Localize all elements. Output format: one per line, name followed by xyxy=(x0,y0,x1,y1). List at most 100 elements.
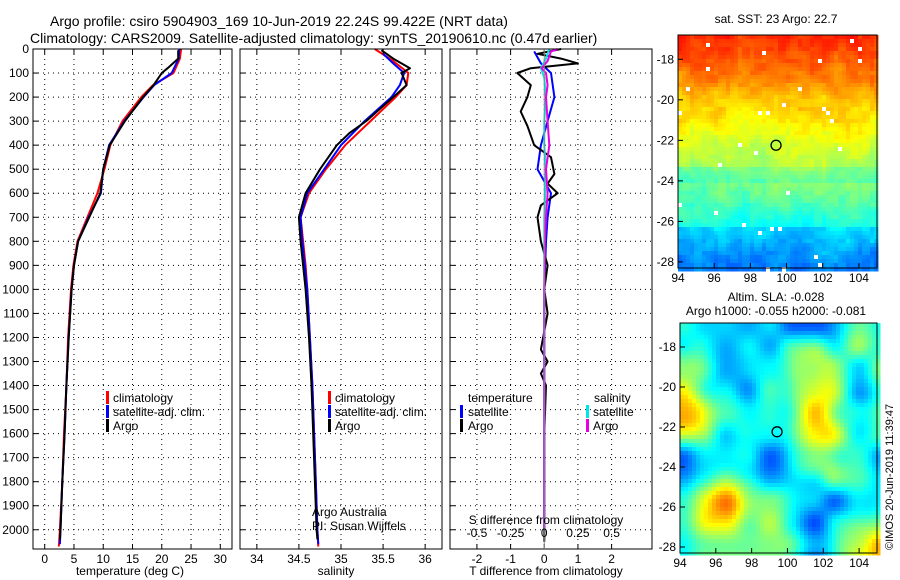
map-cell xyxy=(826,95,831,100)
map-cell xyxy=(804,459,809,464)
map-cell xyxy=(790,187,795,192)
map-cell xyxy=(774,83,779,88)
map-cell xyxy=(866,115,871,120)
map-cell xyxy=(724,331,729,336)
map-cell xyxy=(758,211,763,216)
map-cell xyxy=(780,383,785,388)
map-cell xyxy=(850,239,855,244)
map-cell xyxy=(790,155,795,160)
map-cell xyxy=(800,407,805,412)
map-cell xyxy=(808,459,813,464)
map-cell xyxy=(806,187,811,192)
map-cell xyxy=(770,87,775,92)
map-cell xyxy=(782,191,787,196)
map-cell xyxy=(802,103,807,108)
map-cell xyxy=(740,371,745,376)
map-cell xyxy=(794,215,799,220)
map-cell xyxy=(864,375,869,380)
map-cell xyxy=(842,51,847,56)
map-cell xyxy=(850,103,855,108)
map-cell xyxy=(704,463,709,468)
map-cell xyxy=(836,351,841,356)
map-cell xyxy=(740,355,745,360)
map-cell xyxy=(688,371,693,376)
map-cell xyxy=(706,259,711,264)
map-cell xyxy=(866,139,871,144)
map-cell xyxy=(718,227,723,232)
map-cell xyxy=(870,171,875,176)
map-cell xyxy=(734,135,739,140)
map-cell xyxy=(812,435,817,440)
map-cell xyxy=(768,459,773,464)
map-cell xyxy=(698,115,703,120)
map-cell xyxy=(678,131,683,136)
map-cell xyxy=(760,371,765,376)
map-cell xyxy=(762,119,767,124)
map-cell xyxy=(686,87,691,92)
map-cell xyxy=(846,103,851,108)
map-cell xyxy=(838,251,843,256)
map-cell xyxy=(844,355,849,360)
map-cell xyxy=(730,263,735,268)
map-cell xyxy=(706,207,711,212)
map-cell xyxy=(838,171,843,176)
map-cell xyxy=(786,267,791,272)
map-cell xyxy=(708,355,713,360)
map-cell xyxy=(838,119,843,124)
map-cell xyxy=(756,443,761,448)
map-cell xyxy=(866,111,871,116)
map-cell xyxy=(706,199,711,204)
map-cell xyxy=(694,107,699,112)
map-cell xyxy=(750,75,755,80)
map-cell xyxy=(794,167,799,172)
map-cell xyxy=(726,55,731,60)
map-cell xyxy=(730,87,735,92)
map-cell xyxy=(776,407,781,412)
map-cell xyxy=(850,123,855,128)
map-cell xyxy=(724,387,729,392)
map-cell xyxy=(844,427,849,432)
map-cell xyxy=(840,439,845,444)
map-cell xyxy=(738,187,743,192)
map-cell xyxy=(858,199,863,204)
map-cell xyxy=(814,215,819,220)
map-cell xyxy=(754,63,759,68)
map-cell xyxy=(744,347,749,352)
map-cell xyxy=(764,323,769,328)
map-cell xyxy=(684,355,689,360)
map-cell xyxy=(730,135,735,140)
map-cell xyxy=(856,335,861,340)
map-cell xyxy=(736,359,741,364)
map-cell xyxy=(686,123,691,128)
map-cell xyxy=(832,439,837,444)
map-cell xyxy=(728,387,733,392)
map-cell xyxy=(716,451,721,456)
map-cell xyxy=(780,407,785,412)
map-cell xyxy=(750,115,755,120)
map-cell xyxy=(866,159,871,164)
map-cell xyxy=(810,55,815,60)
map-cell xyxy=(756,407,761,412)
map-cell xyxy=(778,187,783,192)
map-cell xyxy=(842,55,847,60)
map-cell xyxy=(700,387,705,392)
map-cell xyxy=(806,43,811,48)
map-cell xyxy=(838,159,843,164)
map-cell xyxy=(854,127,859,132)
map-cell xyxy=(792,343,797,348)
map-cell xyxy=(762,47,767,52)
map-cell xyxy=(818,135,823,140)
map-cell xyxy=(774,239,779,244)
map-cell xyxy=(682,139,687,144)
map-cell xyxy=(806,243,811,248)
map-cell xyxy=(820,351,825,356)
map-cell xyxy=(780,439,785,444)
map-cell xyxy=(830,155,835,160)
map-cell xyxy=(750,187,755,192)
map-cell xyxy=(742,195,747,200)
map-cell xyxy=(742,71,747,76)
map-cell xyxy=(830,83,835,88)
map-cell xyxy=(870,91,875,96)
map-cell xyxy=(770,243,775,248)
map-cell xyxy=(854,87,859,92)
